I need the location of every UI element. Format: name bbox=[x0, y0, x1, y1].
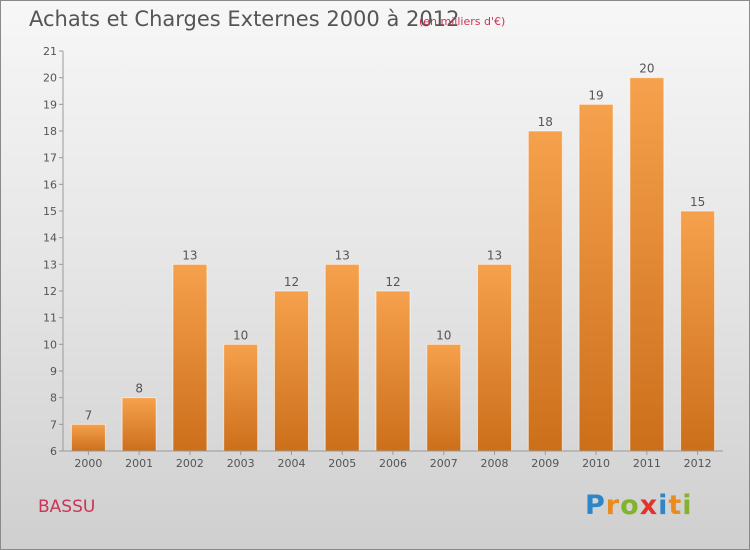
y-tick-label: 9 bbox=[50, 365, 57, 378]
bar-2011 bbox=[629, 77, 665, 452]
bar-2009 bbox=[527, 130, 563, 452]
y-tick-label: 19 bbox=[43, 98, 57, 111]
y-tick-label: 17 bbox=[43, 152, 57, 165]
y-tick-label: 21 bbox=[43, 45, 57, 58]
y-tick-label: 20 bbox=[43, 72, 57, 85]
y-tick-label: 16 bbox=[43, 178, 57, 191]
x-tick-label: 2007 bbox=[430, 457, 458, 470]
bar-2003 bbox=[223, 343, 259, 452]
x-tick-label: 2006 bbox=[379, 457, 407, 470]
logo-letter: P bbox=[585, 490, 606, 521]
x-tick-label: 2011 bbox=[633, 457, 661, 470]
y-axis: 6 7 8 9 10 11 12 13 14 15 16 17 18 19 20 21 bbox=[43, 45, 64, 458]
bar-value-label: 10 bbox=[436, 328, 451, 342]
chart-title: Achats et Charges Externes 2000 à 2012 bbox=[29, 7, 460, 31]
bar-2010 bbox=[578, 103, 614, 452]
y-tick-label: 11 bbox=[43, 312, 57, 325]
bar-value-label: 13 bbox=[335, 248, 350, 262]
y-tick-label: 8 bbox=[50, 392, 57, 405]
x-tick-label: 2004 bbox=[277, 457, 305, 470]
x-tick-label: 2000 bbox=[74, 457, 102, 470]
y-tick-label: 12 bbox=[43, 285, 57, 298]
x-tick-label: 2002 bbox=[176, 457, 204, 470]
logo-letter: r bbox=[605, 490, 621, 521]
bar-value-label: 7 bbox=[85, 408, 93, 422]
x-tick-label: 2012 bbox=[684, 457, 712, 470]
bar-value-label: 13 bbox=[182, 248, 197, 262]
chart-subtitle: (en milliers d'€) bbox=[419, 15, 506, 28]
y-tick-label: 18 bbox=[43, 125, 57, 138]
y-tick-label: 7 bbox=[50, 418, 57, 431]
x-tick-label: 2009 bbox=[531, 457, 559, 470]
bar-value-label: 15 bbox=[690, 195, 705, 209]
y-tick-label: 6 bbox=[50, 445, 57, 458]
bar-value-label: 13 bbox=[487, 248, 502, 262]
bar-2008 bbox=[477, 263, 513, 452]
bar-value-label: 12 bbox=[284, 275, 299, 289]
bar-2002 bbox=[172, 263, 208, 452]
bar-2004 bbox=[273, 290, 309, 452]
logo-letter: i bbox=[682, 490, 693, 521]
x-tick-label: 2001 bbox=[125, 457, 153, 470]
bar-value-label: 20 bbox=[639, 62, 654, 76]
y-tick-label: 14 bbox=[43, 232, 57, 245]
bar-2007 bbox=[426, 343, 462, 452]
bar-value-label: 8 bbox=[135, 382, 143, 396]
y-tick-label: 10 bbox=[43, 338, 57, 351]
bar-value-label: 18 bbox=[538, 115, 553, 129]
bar-value-label: 10 bbox=[233, 328, 248, 342]
bar-2006 bbox=[375, 290, 411, 452]
bar-2012 bbox=[680, 210, 716, 452]
logo-letter: i bbox=[658, 490, 669, 521]
x-tick-label: 2003 bbox=[227, 457, 255, 470]
bar-2001 bbox=[121, 397, 157, 452]
bar-2000 bbox=[70, 423, 106, 452]
bar-value-label: 19 bbox=[588, 88, 603, 102]
logo-letter: t bbox=[668, 490, 683, 521]
bar-value-label: 12 bbox=[385, 275, 400, 289]
logo-letter: x bbox=[639, 490, 659, 521]
x-axis: 2000 2001 2002 2003 2004 2005 2006 2007 2008 2009… bbox=[63, 450, 723, 470]
y-tick-label: 13 bbox=[43, 258, 57, 271]
bar-2005 bbox=[324, 263, 360, 452]
proxiti-logo: Proxiti bbox=[585, 490, 693, 521]
x-tick-label: 2005 bbox=[328, 457, 356, 470]
x-tick-label: 2010 bbox=[582, 457, 610, 470]
bars: 7 8 13 10 12 13 12 10 13 18 19 20 15 bbox=[70, 62, 716, 452]
y-tick-label: 15 bbox=[43, 205, 57, 218]
logo-letter: o bbox=[620, 490, 640, 521]
x-tick-label: 2008 bbox=[481, 457, 509, 470]
bar-chart: 6 7 8 9 10 11 12 13 14 15 16 17 18 19 20 21 7 8 13 10 12 13 1… bbox=[43, 45, 723, 470]
commune-name: BASSU bbox=[38, 497, 96, 517]
